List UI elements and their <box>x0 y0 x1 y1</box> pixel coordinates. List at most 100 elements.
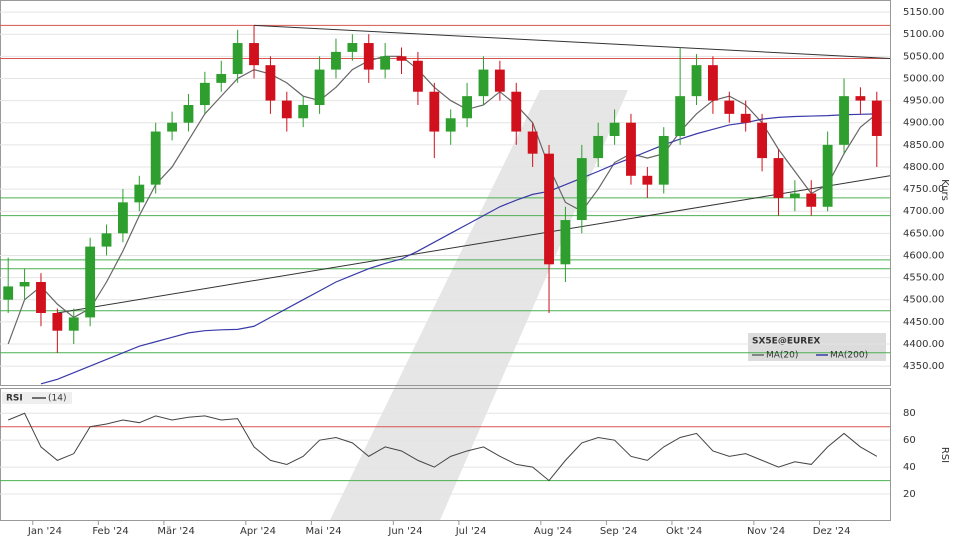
candle-body <box>199 82 210 105</box>
candle-body <box>52 312 63 331</box>
y-tick-label: 40 <box>903 462 916 473</box>
legend-box <box>748 333 886 361</box>
y-tick-label: 5050.00 <box>903 51 944 62</box>
candle-body <box>789 193 800 198</box>
candle-body <box>265 65 276 101</box>
candle-body <box>609 122 620 136</box>
candle-body <box>68 317 79 331</box>
y-tick-label: 4550.00 <box>903 273 944 284</box>
y-tick-label: 80 <box>903 408 916 419</box>
candle-body <box>298 104 309 119</box>
candle-body <box>36 282 46 313</box>
x-tick-label: Sep '24 <box>600 526 638 537</box>
candle-body <box>871 100 882 136</box>
candle-body <box>757 122 767 159</box>
candle-body <box>150 131 161 185</box>
y-tick-label: 4650.00 <box>903 228 944 239</box>
candle-body <box>560 220 571 265</box>
candle-body <box>134 184 145 203</box>
x-tick-label: Apr '24 <box>240 526 276 537</box>
x-tick-label: Dez '24 <box>813 526 851 537</box>
rsi-panel <box>0 388 891 521</box>
x-tick-label: Nov '24 <box>747 526 785 537</box>
y-tick-label: 20 <box>903 489 916 500</box>
candle-body <box>281 100 292 119</box>
y-tick-label: 4750.00 <box>903 184 944 195</box>
series-line <box>7 55 878 345</box>
y-tick-label: 4700.00 <box>903 206 944 217</box>
y-tick-label: 60 <box>903 435 916 446</box>
candle-body <box>462 96 472 119</box>
series-line <box>8 412 878 482</box>
candle-body <box>413 60 423 92</box>
x-tick-label: Feb '24 <box>92 526 128 537</box>
candle-body <box>494 69 505 92</box>
legend-label: (14) <box>48 394 66 404</box>
legend-label: MA(20) <box>766 351 798 361</box>
rsi-axis-label: RSI <box>939 447 950 463</box>
series-line <box>40 113 877 385</box>
candle-body <box>691 65 702 97</box>
candle-body <box>478 69 489 97</box>
candle-body <box>626 122 636 176</box>
y-axis-label: Kurs <box>939 179 950 201</box>
x-tick-label: Mär '24 <box>157 526 195 537</box>
x-tick-label: Okt '24 <box>666 526 702 537</box>
candle-body <box>249 43 259 66</box>
candle-body <box>3 286 14 300</box>
candle-body <box>675 96 686 136</box>
candle-body <box>167 122 177 132</box>
candle-body <box>85 246 96 318</box>
y-tick-label: 4850.00 <box>903 140 944 151</box>
candle-body <box>101 233 112 247</box>
candle-body <box>216 74 227 83</box>
candle-body <box>118 202 128 234</box>
x-tick-label: Jan '24 <box>27 526 62 537</box>
candle-body <box>314 69 325 105</box>
y-tick-label: 4950.00 <box>903 96 944 107</box>
legend-label: MA(200) <box>830 351 868 361</box>
y-tick-label: 4800.00 <box>903 162 944 173</box>
x-tick-label: Jun '24 <box>387 526 422 537</box>
candle-body <box>511 91 522 132</box>
candle-body <box>773 158 784 198</box>
y-tick-label: 5100.00 <box>903 29 944 40</box>
candle-body <box>839 96 849 145</box>
y-tick-label: 4350.00 <box>903 361 944 372</box>
candle-body <box>576 158 587 221</box>
candle-body <box>527 131 538 154</box>
y-tick-label: 4900.00 <box>903 118 944 129</box>
price-panel <box>0 0 891 386</box>
y-tick-label: 4600.00 <box>903 250 944 261</box>
rsi-title: RSI <box>6 394 23 404</box>
candle-body <box>396 56 407 61</box>
candle-body <box>593 135 604 159</box>
candle-body <box>380 56 391 70</box>
candle-body <box>642 175 653 185</box>
candle-body <box>544 153 554 265</box>
y-tick-label: 5000.00 <box>903 73 944 84</box>
candle-body <box>232 43 243 75</box>
candle-body <box>331 51 341 70</box>
x-tick-label: Mai '24 <box>305 526 341 537</box>
trend-line <box>57 175 891 314</box>
y-tick-label: 5150.00 <box>903 7 944 18</box>
candle-body <box>740 113 751 123</box>
candle-body <box>363 43 374 70</box>
candle-body <box>183 104 194 123</box>
x-tick-label: Jul '24 <box>455 526 487 537</box>
candle-body <box>724 100 735 114</box>
candle-body <box>708 65 718 101</box>
candle-body <box>347 43 358 52</box>
y-tick-label: 4450.00 <box>903 317 944 328</box>
candle-body <box>822 144 833 207</box>
candle-body <box>855 96 866 101</box>
legend-title: SX5E@EUREX <box>752 337 820 347</box>
watermark <box>330 90 628 520</box>
candle-body <box>658 135 669 185</box>
candle-body <box>429 91 440 132</box>
candle-body <box>806 193 817 207</box>
candle-body <box>19 282 30 287</box>
x-tick-label: Aug '24 <box>534 526 572 537</box>
